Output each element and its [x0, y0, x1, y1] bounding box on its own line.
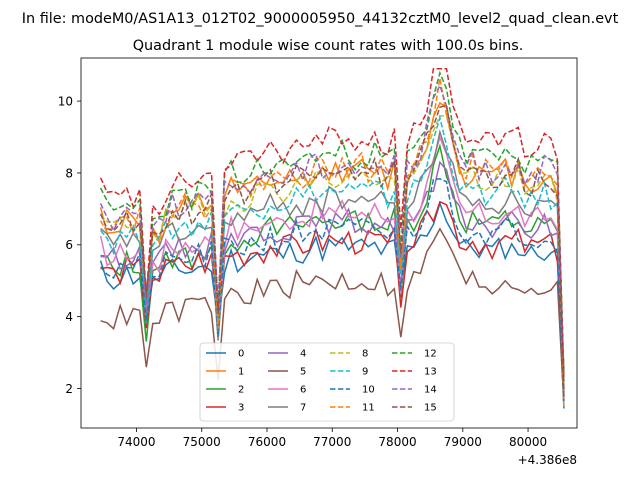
legend-label: 12: [424, 349, 437, 360]
legend-label: 5: [300, 367, 306, 378]
legend-label: 7: [300, 403, 306, 414]
x-tick-label: 74000: [117, 435, 155, 449]
series-line-6: [99, 134, 565, 370]
legend-label: 9: [362, 367, 368, 378]
x-tick-label: 77000: [313, 435, 351, 449]
x-tick-label: 76000: [248, 435, 286, 449]
legend-label: 13: [424, 367, 437, 378]
series-line-11: [99, 78, 565, 409]
legend-label: 10: [362, 385, 375, 396]
x-offset-label: +4.386e8: [518, 453, 577, 467]
legend-label: 1: [238, 367, 244, 378]
plot-frame: [80, 57, 578, 429]
legend-label: 4: [300, 349, 306, 360]
series-line-1: [99, 101, 565, 374]
y-tick-label: 8: [65, 166, 73, 180]
chart-title: Quadrant 1 module wise count rates with …: [133, 38, 524, 54]
x-tick-label: 79000: [444, 435, 482, 449]
series-line-8: [100, 115, 565, 386]
legend-label: 15: [424, 403, 437, 414]
series-line-12: [99, 70, 565, 374]
series-line-4: [100, 160, 565, 397]
y-tick-label: 4: [65, 310, 73, 324]
series-line-5: [100, 227, 565, 405]
legend-label: 0: [238, 349, 244, 360]
series-line-7: [100, 128, 565, 378]
series-line-15: [99, 104, 565, 398]
y-axis: 2 4 6 8 10: [58, 94, 81, 396]
series-line-9: [100, 114, 565, 394]
y-tick-label: 2: [65, 382, 73, 396]
x-tick-label: 80000: [509, 435, 547, 449]
legend-box: [199, 342, 455, 422]
legend-label: 3: [238, 403, 244, 414]
legend-label: 2: [238, 385, 244, 396]
x-axis: 74000 75000 76000 77000 78000 79000 80000: [117, 428, 547, 449]
legend-label: 8: [362, 349, 368, 360]
x-tick-label: 78000: [378, 435, 416, 449]
series-line-13: [99, 68, 565, 382]
y-tick-label: 6: [65, 238, 73, 252]
legend-label: 14: [424, 385, 437, 396]
y-tick-label: 10: [58, 94, 73, 108]
series-group: [99, 68, 565, 409]
legend-label: 6: [300, 385, 306, 396]
figure-suptitle: In file: modeM0/AS1A13_012T02_9000005950…: [22, 11, 619, 27]
x-tick-label: 75000: [183, 435, 221, 449]
legend-label: 11: [362, 403, 375, 414]
series-line-10: [100, 178, 565, 402]
